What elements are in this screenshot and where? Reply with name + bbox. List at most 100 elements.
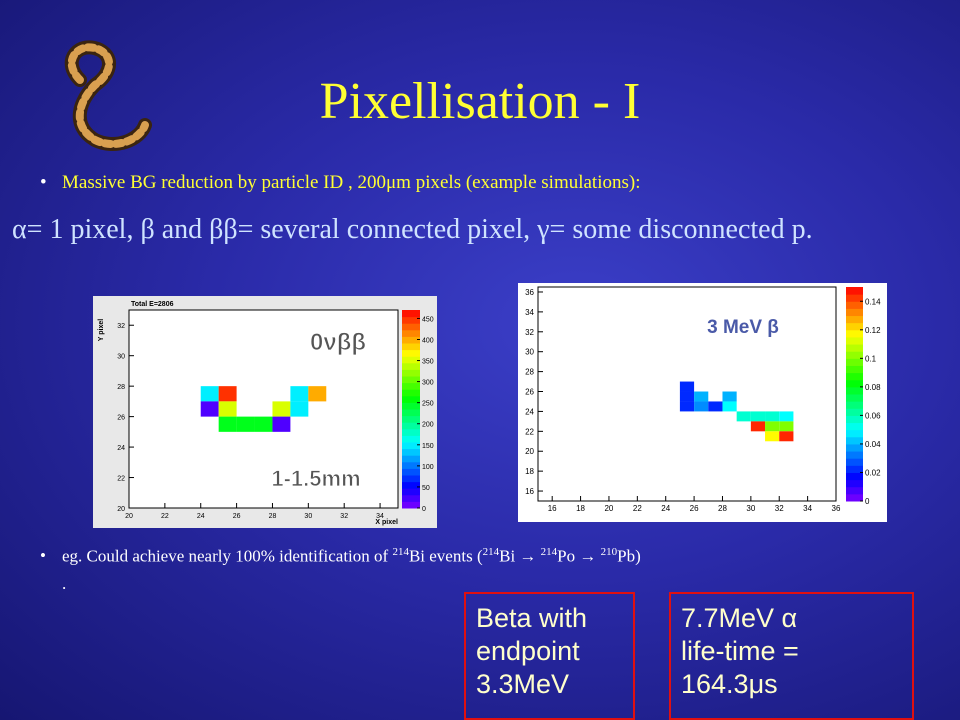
colorbar-strip <box>846 322 863 331</box>
pixel-cell <box>779 431 794 442</box>
bullet: eg. Could achieve nearly 100% identifica… <box>40 546 641 567</box>
hit-map: 20 22 24 26 28 30 32 34 20 22 24 26 28 30 32 0 50 100 150 2… <box>93 296 437 528</box>
y-tick-label: 24 <box>117 445 125 452</box>
box-line: life-time = <box>681 636 799 666</box>
colorbar-strip <box>402 343 420 351</box>
colorbar-strip <box>402 475 420 483</box>
superscript: 214 <box>482 546 500 558</box>
y-tick-label: 22 <box>117 476 125 483</box>
pixel-cell <box>272 401 291 417</box>
plot-label: 3 MeV β <box>707 317 779 338</box>
y-tick-label: 22 <box>525 427 534 436</box>
superscript: 210 <box>600 546 618 558</box>
pixel-cell <box>722 401 737 412</box>
y-tick-label: 20 <box>117 506 125 513</box>
x-tick-label: 28 <box>269 513 277 520</box>
z-tick-label: 300 <box>422 380 434 387</box>
colorbar-strip <box>846 429 863 438</box>
pixel-cell <box>200 401 219 417</box>
y-tick-label: 32 <box>117 323 125 330</box>
colorbar-strip <box>846 422 863 431</box>
z-tick-label: 50 <box>422 485 430 492</box>
colorbar-strip <box>402 409 420 417</box>
pixel-cell <box>308 386 327 402</box>
colorbar-strip <box>402 395 420 403</box>
pixel-cell <box>765 421 780 432</box>
colorbar-strip <box>402 362 420 370</box>
x-tick-label: 20 <box>604 504 613 513</box>
box-line: Beta with <box>476 603 588 633</box>
z-tick-label: 150 <box>422 443 434 450</box>
colorbar-strip <box>402 448 420 456</box>
x-tick-label: 28 <box>718 504 727 513</box>
z-tick-label: 0 <box>865 497 870 506</box>
colorbar-strip <box>402 468 420 476</box>
colorbar-strip <box>402 310 420 318</box>
x-tick-label: 18 <box>576 504 585 513</box>
y-tick-label: 30 <box>525 348 534 357</box>
colorbar-strip <box>846 351 863 359</box>
pixel-cell <box>694 401 709 412</box>
colorbar-strip <box>846 493 863 502</box>
y-tick-label: 34 <box>525 308 534 317</box>
z-tick-label: 0 <box>422 506 426 513</box>
colorbar-strip <box>846 415 863 424</box>
y-axis-label: Y pixel <box>98 319 105 341</box>
pixel-cell <box>765 431 780 442</box>
pixel-cell <box>290 401 309 417</box>
plot-title: Total E=2806 <box>131 301 174 308</box>
colorbar-strip <box>402 323 420 331</box>
colorbar-strip <box>846 408 863 416</box>
colorbar-strip <box>402 316 420 324</box>
colorbar-strip <box>846 465 863 473</box>
x-tick-label: 30 <box>746 504 755 513</box>
y-tick-label: 26 <box>117 415 125 422</box>
pixel-cell <box>679 401 695 412</box>
colorbar-strip <box>846 379 863 388</box>
colorbar-strip <box>846 336 863 345</box>
pixel-cell <box>218 401 237 417</box>
colorbar-strip <box>846 344 863 352</box>
info-box: Beta with endpoint 3.3MeV <box>464 592 635 720</box>
info-box: 7.7MeV α life-time = 164.3μs <box>669 592 914 720</box>
z-tick-label: 100 <box>422 464 434 471</box>
z-tick-label: 0.02 <box>865 468 881 477</box>
colorbar-strip <box>402 369 420 377</box>
colorbar-strip <box>846 394 863 402</box>
pixel-cell <box>779 421 794 432</box>
text: Pb) <box>617 546 641 566</box>
plot-frame <box>128 309 399 509</box>
colorbar-strip <box>402 455 420 463</box>
pixel-cell <box>290 386 309 402</box>
z-tick-label: 250 <box>422 401 434 408</box>
x-tick-label: 26 <box>690 504 699 513</box>
x-axis-label: X pixel <box>375 519 398 526</box>
y-tick-label: 18 <box>525 467 534 476</box>
colorbar-strip <box>846 436 863 445</box>
colorbar-strip <box>402 329 420 337</box>
colorbar-strip <box>402 415 420 423</box>
x-tick-label: 22 <box>161 513 169 520</box>
colorbar-strip <box>402 481 420 489</box>
colorbar-strip <box>402 428 420 436</box>
x-tick-label: 32 <box>775 504 784 513</box>
x-tick-label: 30 <box>304 513 312 520</box>
text: Bi events ( <box>408 546 483 566</box>
x-tick-label: 24 <box>197 513 205 520</box>
pixel-cell <box>272 416 291 432</box>
colorbar-strip <box>402 494 420 502</box>
pixel-cell <box>750 411 766 422</box>
y-tick-label: 30 <box>117 354 125 361</box>
x-tick-label: 36 <box>832 504 841 513</box>
pixel-cell <box>750 421 766 432</box>
y-tick-label: 36 <box>525 288 534 297</box>
colorbar-strip <box>846 486 863 495</box>
colorbar-strip <box>402 356 420 364</box>
colorbar-strip <box>402 349 420 357</box>
text: Bi → <box>499 546 541 566</box>
colorbar-strip <box>846 451 863 459</box>
y-tick-label: 26 <box>525 388 534 397</box>
pixel-cell <box>694 391 709 402</box>
colorbar-strip <box>846 443 863 452</box>
